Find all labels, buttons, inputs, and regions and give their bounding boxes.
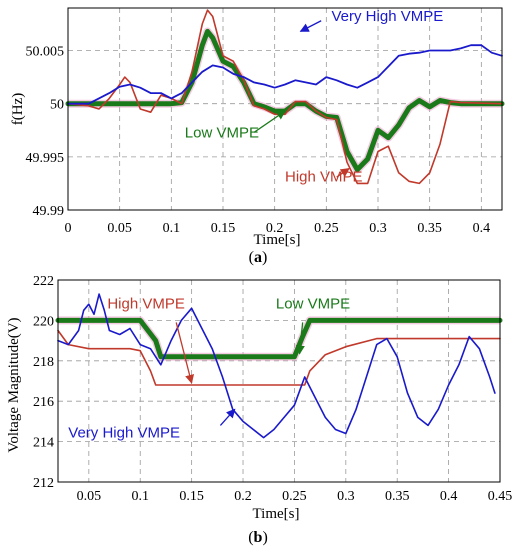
series-line-very-high-vmpe <box>57 293 496 439</box>
annotation-label-low: Low VMPE <box>185 125 259 142</box>
x-tick-label: 0.45 <box>488 489 513 504</box>
series-lines <box>65 9 505 185</box>
y-axis-label: f(Hz) <box>10 93 26 125</box>
annotation-label-very-high: Very High VMPE <box>332 8 444 25</box>
x-tick-label: 0.35 <box>385 489 410 504</box>
series-line-very-high-vmpe <box>67 44 503 105</box>
x-tick-label: 0 <box>65 221 72 236</box>
figure-caption: (a) <box>249 249 268 266</box>
annotations: High VMPE Low VMPE Very High VMPE <box>68 295 350 441</box>
annotation-label-low: Low VMPE <box>276 295 350 312</box>
y-tick-label: 50 <box>50 98 64 113</box>
voltage-chart: 0.05 0.1 0.15 0.2 0.25 0.3 0.35 0.4 0.45 2122142… <box>6 274 512 546</box>
y-tick-label: 50.005 <box>26 45 65 60</box>
y-tick-label: 214 <box>33 436 54 451</box>
y-axis-label: Voltage Magnitude(V) <box>6 317 22 452</box>
x-tick-label: 0.25 <box>314 221 339 236</box>
annotation-arrow-very-high <box>299 20 322 32</box>
x-tick-label: 0.15 <box>179 489 204 504</box>
x-tick-label: 0.2 <box>234 489 252 504</box>
x-tick-label: 0.4 <box>473 221 491 236</box>
y-tick-label: 212 <box>33 476 54 491</box>
y-tick-label: 218 <box>33 355 54 370</box>
x-tick-label: 0.1 <box>163 221 181 236</box>
series-lines <box>55 293 503 439</box>
x-tick-label: 0.35 <box>417 221 442 236</box>
series-line-high-vmpe <box>67 9 503 185</box>
y-tick-labels: 212 214 216 218 220 222 <box>33 274 54 491</box>
annotation-arrow-low <box>295 322 305 355</box>
plot-frame <box>57 279 501 483</box>
x-tick-label: 0.4 <box>440 489 458 504</box>
annotation-label-high: High VMPE <box>285 168 363 185</box>
x-tick-labels: 0.05 0.1 0.15 0.2 0.25 0.3 0.35 0.4 0.45 <box>77 489 513 504</box>
y-tick-labels: 49.99 49.995 50 50.005 <box>26 45 65 219</box>
annotation-arrow-very-high <box>219 408 236 426</box>
series-line-high-vmpe <box>57 329 501 386</box>
frequency-chart: 0 0.05 0.1 0.15 0.2 0.25 0.3 0.35 0.4 49.9949.99… <box>10 7 505 266</box>
x-tick-label: 0.05 <box>107 221 132 236</box>
y-tick-label: 49.995 <box>26 151 65 166</box>
x-tick-label: 0.2 <box>266 221 284 236</box>
x-axis-label: Time[s] <box>254 232 301 248</box>
annotation-arrow-high <box>175 322 195 384</box>
x-tick-label: 0.25 <box>282 489 307 504</box>
x-axis-label: Time[s] <box>253 506 300 522</box>
annotation-arrow-low <box>253 110 286 133</box>
x-tick-label: 0.15 <box>211 221 236 236</box>
y-tick-label: 220 <box>33 314 54 329</box>
plot-frame <box>67 7 503 211</box>
annotations: Very High VMPE Low VMPE High VMPE <box>185 8 443 186</box>
y-tick-label: 216 <box>33 395 54 410</box>
x-tick-label: 0.3 <box>337 489 355 504</box>
figure-caption: (b) <box>248 529 268 546</box>
annotation-arrow-high <box>336 168 350 178</box>
annotation-label-high: High VMPE <box>107 295 185 312</box>
y-tick-label: 49.99 <box>33 204 65 219</box>
annotation-label-very-high: Very High VMPE <box>68 425 180 442</box>
y-tick-label: 222 <box>33 274 54 289</box>
x-tick-label: 0.3 <box>369 221 387 236</box>
x-tick-label: 0.05 <box>77 489 102 504</box>
x-tick-label: 0.1 <box>131 489 149 504</box>
x-tick-labels: 0 0.05 0.1 0.15 0.2 0.25 0.3 0.35 0.4 <box>65 221 491 236</box>
series-line-low-vmpe <box>55 317 503 360</box>
